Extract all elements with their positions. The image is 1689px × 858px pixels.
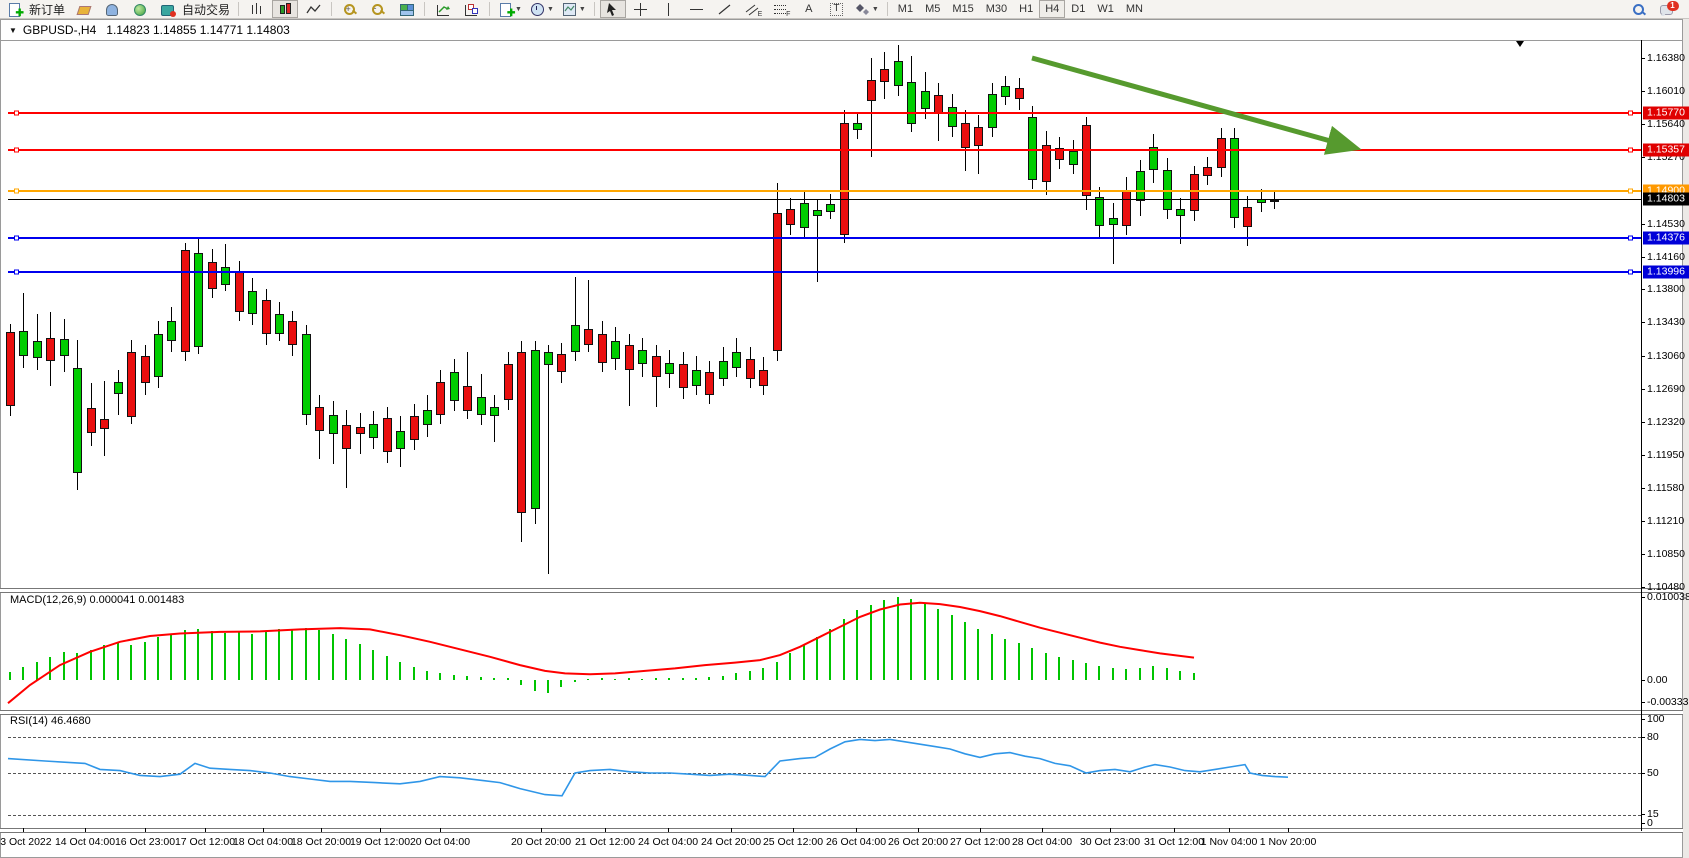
clock-icon [530,2,545,16]
zoom-out-icon: - [371,3,386,16]
trendline-tool-button[interactable] [712,0,738,18]
new-order-button[interactable]: ✚ [1,0,27,18]
candlestick-chart-icon [278,2,293,16]
bar-chart-button[interactable] [244,0,270,18]
periods-button[interactable] [458,0,484,18]
horizontal-line-icon [689,3,704,16]
navigator-icon [132,3,147,16]
indicators-button[interactable] [430,0,456,18]
timeframe-h1[interactable]: H1 [1019,3,1034,15]
chevron-down-icon: ▼ [871,5,879,13]
indicators-icon [436,3,451,16]
navigator-button[interactable] [126,0,152,18]
template-icon [562,2,577,16]
timeframe-d1[interactable]: D1 [1071,3,1086,15]
fibonacci-icon: F [773,3,790,18]
chevron-down-icon: ▼ [515,5,522,13]
line-chart-icon [305,3,321,16]
timeframe-clock-button[interactable]: ▼ [527,0,557,18]
add-indicator-icon: ✚ [498,2,515,18]
data-window-icon [104,3,119,16]
vertical-line-tool-button[interactable] [656,0,682,18]
toolbar-separator [238,2,240,16]
new-order-icon: ✚ [7,2,24,18]
cursor-tool-button[interactable] [599,0,626,18]
text-label-tool-button[interactable]: T [824,0,850,18]
timeframe-m30[interactable]: M30 [985,3,1008,15]
line-chart-button[interactable] [300,0,326,18]
market-watch-icon [76,3,91,16]
text-label-icon: T [829,2,844,16]
notification-badge: 1 [1666,0,1679,11]
chart-symbol-period: GBPUSD-,H4 [22,23,97,37]
timeframe-group: M1 M5 M15 M30 H1 H4 D1 W1 MN [892,0,1149,18]
fibonacci-tool-button[interactable]: F [768,0,794,18]
crosshair-tool-button[interactable] [628,0,654,18]
trendline-icon [717,3,732,16]
cursor-icon [605,2,620,16]
timeframe-m1[interactable]: M1 [897,3,914,15]
chat-bubble-icon: 1 [1659,0,1679,16]
horizontal-line-tool-button[interactable] [684,0,710,18]
timeframe-m5[interactable]: M5 [925,3,941,15]
zoom-in-icon: + [343,3,358,16]
toolbar-separator [424,2,426,16]
add-indicator-button[interactable]: ✚ ▼ [495,0,525,18]
channel-tool-button[interactable]: E [740,0,766,18]
data-window-button[interactable] [98,0,124,18]
periods-icon [464,3,479,16]
text-tool-button[interactable]: A [796,0,822,18]
chat-button[interactable]: 1 [1653,0,1679,18]
toolbar-separator [593,2,595,16]
chevron-down-icon: ▼ [546,5,554,13]
shapes-tool-button[interactable]: ▼ [852,0,882,18]
bar-chart-icon [250,2,265,16]
search-button[interactable] [1625,0,1651,18]
toolbar-separator [886,2,888,16]
main-toolbar: ✚ 新订单 自动交易 + - [0,0,1689,19]
chevron-down-icon: ▼ [578,5,586,13]
templates-button[interactable]: ▼ [559,0,589,18]
market-watch-button[interactable] [70,0,96,18]
shapes-icon [855,3,870,16]
candlestick-chart-button[interactable] [272,0,299,18]
vertical-line-icon [661,2,676,16]
channel-icon: E [745,3,762,18]
toolbar-separator [331,2,333,16]
timeframe-h4[interactable]: H4 [1039,0,1066,18]
chart-titlebar: ▼ GBPUSD-,H4 1.14823 1.14855 1.14771 1.1… [1,20,1682,41]
text-icon: A [805,2,813,15]
search-icon [1631,3,1646,16]
chevron-down-icon[interactable]: ▼ [9,25,17,35]
zoom-in-button[interactable]: + [337,0,363,18]
tile-windows-button[interactable] [393,0,419,18]
autotrade-label[interactable]: 自动交易 [182,2,231,17]
timeframe-m15[interactable]: M15 [952,3,974,15]
chart-window: ▼ GBPUSD-,H4 1.14823 1.14855 1.14771 1.1… [0,19,1683,858]
timeframe-mn[interactable]: MN [1125,3,1143,15]
autotrade-icon [160,3,176,17]
toolbar-separator [489,2,491,16]
timeframe-w1[interactable]: W1 [1097,3,1114,15]
crosshair-icon [633,2,648,16]
autotrade-button[interactable] [154,0,180,18]
chart-ohlc-values: 1.14823 1.14855 1.14771 1.14803 [106,23,290,37]
new-order-label[interactable]: 新订单 [29,2,66,17]
tile-windows-icon [399,3,414,16]
zoom-out-button[interactable]: - [365,0,391,18]
